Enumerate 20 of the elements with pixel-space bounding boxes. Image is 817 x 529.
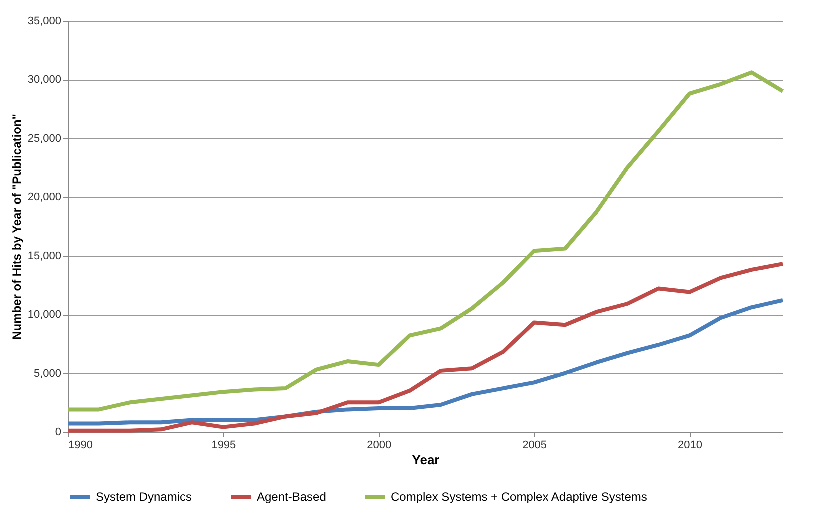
legend-label: Agent-Based (257, 490, 326, 504)
x-tick-label: 1990 (68, 440, 93, 452)
legend-label: Complex Systems + Complex Adaptive Systems (391, 490, 648, 504)
x-tick-label: 2000 (367, 440, 392, 452)
y-tick-label: 35,000 (28, 16, 62, 28)
y-tick-label: 15,000 (28, 250, 62, 262)
y-tick-label: 10,000 (28, 309, 62, 322)
line-series (66, 70, 785, 412)
y-tick-label: 5,000 (34, 368, 62, 380)
x-tick-label: 2010 (678, 440, 702, 452)
line-series (66, 298, 785, 426)
y-tick-label: 25,000 (28, 132, 62, 145)
legend-label: System Dynamics (96, 490, 192, 504)
x-tick-label: 1995 (212, 440, 236, 452)
x-tick-label: 2005 (522, 440, 548, 452)
x-axis-title: Year (412, 452, 440, 468)
y-axis-title: Number of Hits by Year of "Publication" (10, 114, 24, 340)
y-tick-label: 20,000 (28, 192, 62, 204)
y-tick-label: 30,000 (28, 74, 62, 86)
y-tick-label: 0 (55, 426, 62, 438)
